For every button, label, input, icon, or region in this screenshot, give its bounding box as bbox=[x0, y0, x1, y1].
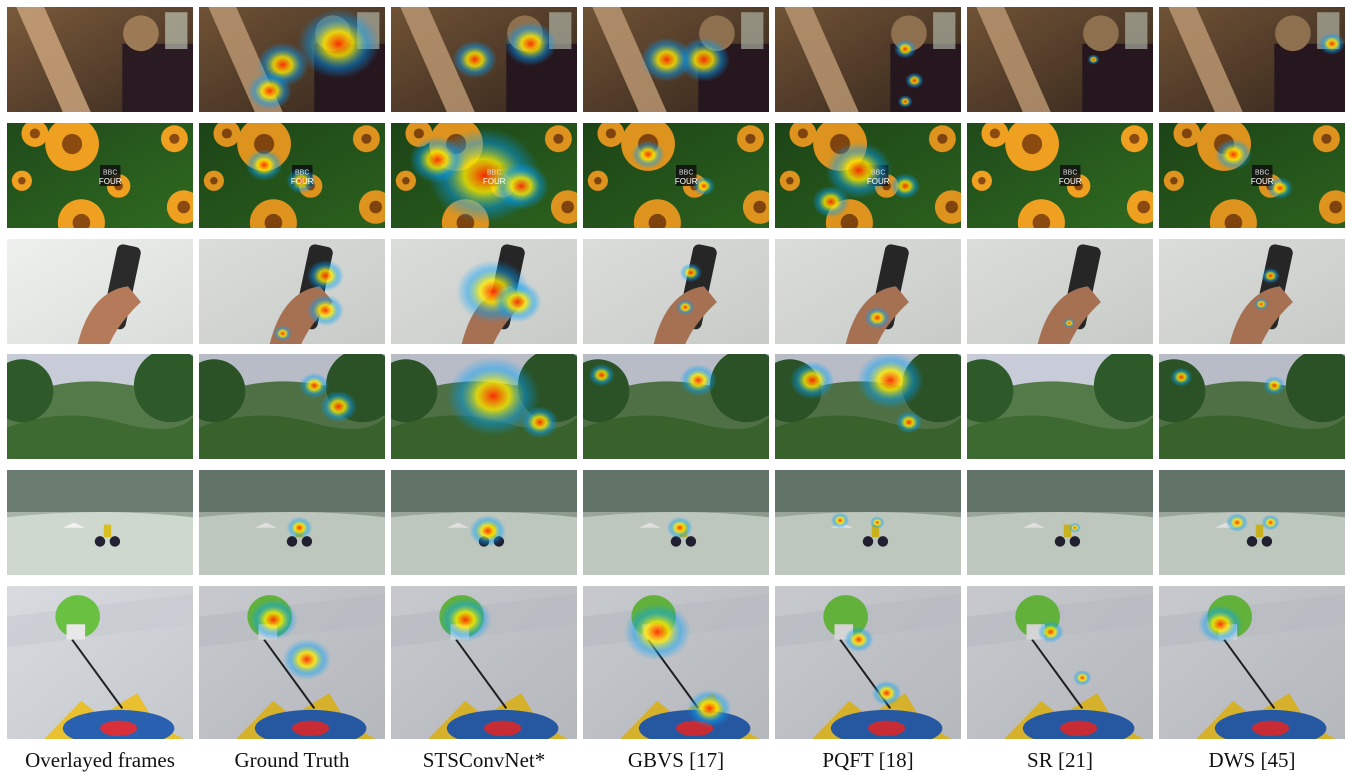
motocross-rider-dws-image bbox=[1159, 470, 1345, 575]
orange-flowers-gbvs-image: BBC FOUR bbox=[583, 123, 769, 228]
forest-hillside-dws-image bbox=[1159, 354, 1345, 459]
caption-overlayed-frames: Overlayed frames bbox=[25, 748, 175, 772]
motocross-rider-pqft-image bbox=[775, 470, 961, 575]
motocross-rider-stsconvnet-image bbox=[391, 470, 577, 575]
forest-hillside-gt-image bbox=[199, 354, 385, 459]
hand-holding-phone-dws-image bbox=[1159, 239, 1345, 344]
orange-flowers-gt-image: BBC FOUR bbox=[199, 123, 385, 228]
man-at-harp-pqft-image bbox=[775, 7, 961, 112]
man-at-harp-overlay-image bbox=[7, 7, 193, 112]
caption-ground-truth: Ground Truth bbox=[234, 748, 350, 772]
motocross-rider-sr-image bbox=[967, 470, 1153, 575]
forest-hillside-stsconvnet-image bbox=[391, 354, 577, 459]
channel-logo-line1: BBC bbox=[1063, 169, 1077, 176]
forest-hillside-gbvs-image bbox=[583, 354, 769, 459]
caption-sr: SR [21] bbox=[1027, 748, 1093, 772]
orange-flowers-pqft-image: BBC FOUR bbox=[775, 123, 961, 228]
hand-holding-phone-gbvs-image bbox=[583, 239, 769, 344]
toy-robot-target-dws-image bbox=[1159, 586, 1345, 739]
orange-flowers-stsconvnet-image: BBC FOUR bbox=[391, 123, 577, 228]
image-row-motocross-rider bbox=[7, 470, 1345, 575]
orange-flowers-dws-image: BBC FOUR bbox=[1159, 123, 1345, 228]
hand-holding-phone-gt-image bbox=[199, 239, 385, 344]
column-captions: Overlayed frames Ground Truth STSConvNet… bbox=[7, 748, 1339, 778]
channel-logo-line2: FOUR bbox=[1251, 177, 1274, 186]
forest-hillside-sr-image bbox=[967, 354, 1153, 459]
motocross-rider-gbvs-image bbox=[583, 470, 769, 575]
motocross-rider-overlay-image bbox=[7, 470, 193, 575]
hand-holding-phone-overlay-image bbox=[7, 239, 193, 344]
channel-logo-line1: BBC bbox=[103, 169, 117, 176]
caption-pqft: PQFT [18] bbox=[822, 748, 914, 772]
motocross-rider-gt-image bbox=[199, 470, 385, 575]
forest-hillside-pqft-image bbox=[775, 354, 961, 459]
man-at-harp-sr-image bbox=[967, 7, 1153, 112]
channel-logo-line1: BBC bbox=[871, 169, 885, 176]
toy-robot-target-gbvs-image bbox=[583, 586, 769, 739]
channel-logo-line2: FOUR bbox=[99, 177, 122, 186]
man-at-harp-stsconvnet-image bbox=[391, 7, 577, 112]
caption-gbvs: GBVS [17] bbox=[627, 748, 725, 772]
image-row-hand-holding-phone bbox=[7, 239, 1345, 344]
toy-robot-target-overlay-image bbox=[7, 586, 193, 739]
man-at-harp-gbvs-image bbox=[583, 7, 769, 112]
image-row-man-at-harp bbox=[7, 7, 1345, 112]
channel-logo-line1: BBC bbox=[295, 169, 309, 176]
image-row-forest-hillside bbox=[7, 354, 1345, 459]
toy-robot-target-pqft-image bbox=[775, 586, 961, 739]
caption-stsconvnet: STSConvNet* bbox=[422, 748, 546, 772]
toy-robot-target-gt-image bbox=[199, 586, 385, 739]
hand-holding-phone-stsconvnet-image bbox=[391, 239, 577, 344]
orange-flowers-sr-image: BBC FOUR bbox=[967, 123, 1153, 228]
toy-robot-target-sr-image bbox=[967, 586, 1153, 739]
channel-logo-line2: FOUR bbox=[675, 177, 698, 186]
channel-logo-line2: FOUR bbox=[1059, 177, 1082, 186]
orange-flowers-overlay-image: BBC FOUR bbox=[7, 123, 193, 228]
image-row-orange-flowers: BBC FOUR BBC FOUR BBC FOUR BBC FOUR BBC FOUR BBC FO… bbox=[7, 123, 1345, 228]
hand-holding-phone-pqft-image bbox=[775, 239, 961, 344]
man-at-harp-gt-image bbox=[199, 7, 385, 112]
caption-dws: DWS [45] bbox=[1208, 748, 1296, 772]
toy-robot-target-stsconvnet-image bbox=[391, 586, 577, 739]
channel-logo-line1: BBC bbox=[1255, 169, 1269, 176]
channel-logo-line1: BBC bbox=[487, 169, 501, 176]
channel-logo-line2: FOUR bbox=[291, 177, 314, 186]
channel-logo-line2: FOUR bbox=[483, 177, 506, 186]
channel-logo-line2: FOUR bbox=[867, 177, 890, 186]
man-at-harp-dws-image bbox=[1159, 7, 1345, 112]
channel-logo-line1: BBC bbox=[679, 169, 693, 176]
hand-holding-phone-sr-image bbox=[967, 239, 1153, 344]
image-row-toy-robot-target bbox=[7, 586, 1345, 739]
forest-hillside-overlay-image bbox=[7, 354, 193, 459]
